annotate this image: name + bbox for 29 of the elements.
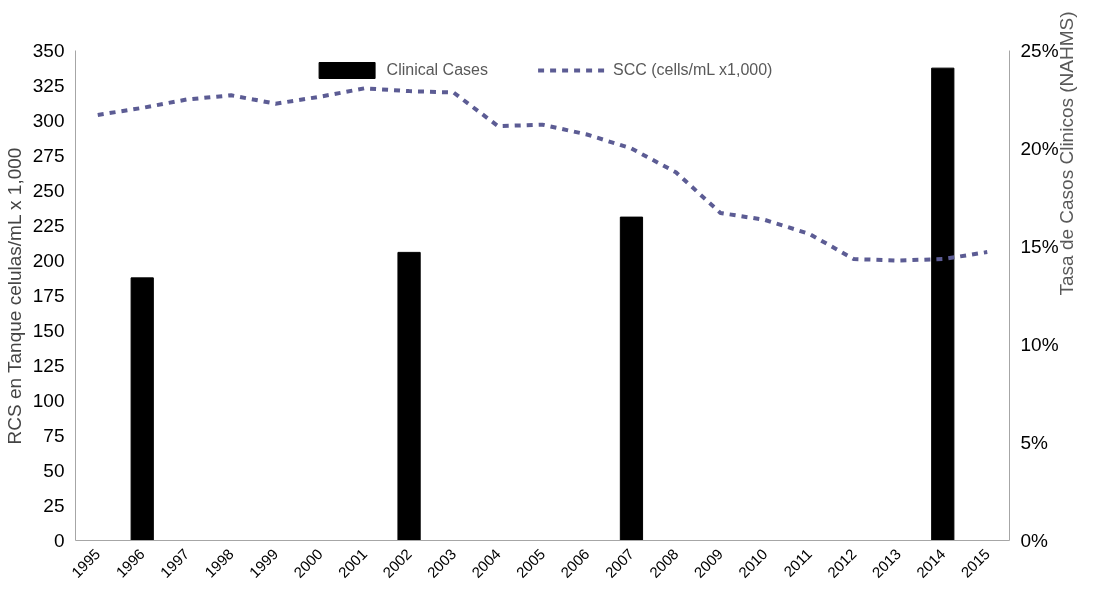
y2-tick-label: 10% (1020, 334, 1059, 355)
y-tick-label: 325 (32, 75, 65, 96)
y-tick-label: 150 (32, 320, 65, 341)
y2-tick-label: 0% (1020, 530, 1049, 551)
bar (130, 277, 154, 541)
line-series (95, 86, 990, 263)
y-tick-label: 175 (32, 285, 65, 306)
y2-tick-label: 5% (1020, 432, 1049, 453)
bar (619, 216, 644, 541)
legend-label: SCC (cells/mL x1,000) (612, 61, 773, 79)
y-tick-label: 200 (32, 250, 65, 271)
y2-tick-label: 15% (1020, 236, 1059, 257)
y-tick-label: 275 (32, 145, 65, 166)
y-tick-label: 350 (32, 40, 65, 61)
y-tick-label: 125 (32, 355, 65, 376)
bar (931, 67, 955, 541)
y2-tick-label: 25% (1020, 40, 1059, 61)
bar (397, 251, 421, 541)
legend-label: Clinical Cases (386, 61, 488, 79)
y-tick-label: 75 (43, 425, 65, 446)
y-tick-label: 50 (43, 460, 65, 481)
y-tick-label: 250 (32, 180, 65, 201)
y-tick-label: 100 (32, 390, 65, 411)
y2-tick-label: 20% (1020, 138, 1059, 159)
y-tick-label: 300 (32, 110, 65, 131)
y-tick-label: 25 (43, 495, 65, 516)
y-axis-title: RCS en Tanque celulas/mL x 1,000 (3, 147, 25, 445)
y-tick-label: 225 (32, 215, 65, 236)
y-tick-label: 0 (53, 530, 65, 551)
